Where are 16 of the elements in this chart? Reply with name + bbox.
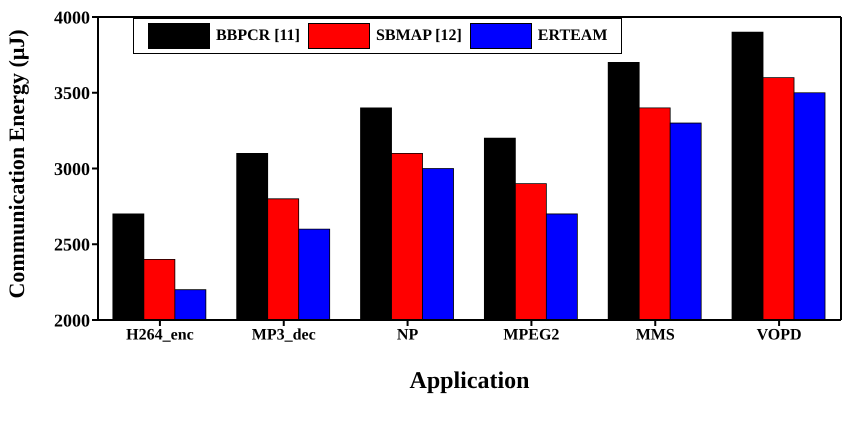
x-tick-label: MPEG2 — [503, 326, 560, 344]
legend-label: SBMAP [12] — [375, 26, 462, 46]
legend-label: ERTEAM — [536, 26, 608, 46]
x-tick-label: MMS — [636, 326, 675, 344]
y-tick-label: 3000 — [54, 158, 90, 179]
x-axis-title: Application — [409, 368, 530, 394]
y-tick-label: 2000 — [54, 310, 90, 330]
x-tick-label: H264_enc — [126, 326, 194, 344]
y-tick-label: 4000 — [54, 7, 90, 28]
y-axis-title: Communication Energy (μJ) — [4, 29, 29, 298]
x-tick-label: VOPD — [756, 326, 802, 344]
x-tick-label: MP3_dec — [252, 326, 316, 344]
y-tick-label: 3500 — [54, 83, 90, 104]
x-tick-label: NP — [396, 326, 418, 344]
y-tick-label: 2500 — [54, 234, 90, 255]
legend-label: BBPCR [11] — [215, 26, 300, 46]
